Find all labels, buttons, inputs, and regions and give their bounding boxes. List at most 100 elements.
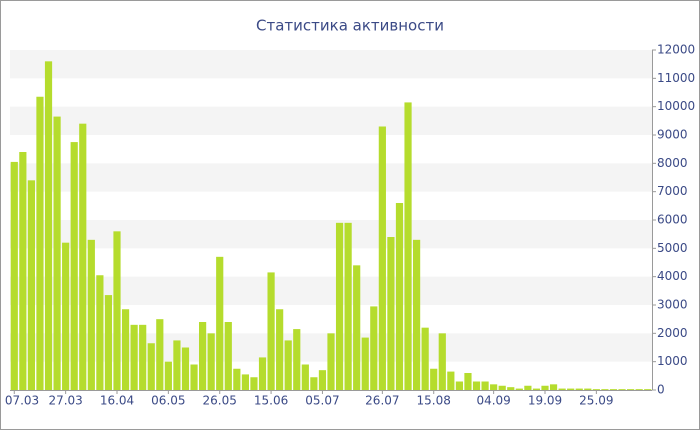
bar: [498, 385, 506, 390]
y-tick-label: 1000: [657, 354, 688, 368]
bar: [558, 388, 566, 390]
bar: [53, 116, 61, 390]
bar: [130, 324, 138, 390]
bar: [173, 340, 181, 390]
bar: [36, 96, 44, 390]
bar: [618, 389, 626, 390]
grid-band: [10, 163, 652, 192]
bar: [164, 361, 172, 390]
bar: [549, 384, 558, 390]
bar: [233, 368, 241, 390]
bar: [44, 61, 53, 390]
bar: [87, 239, 95, 390]
bar: [147, 343, 155, 390]
bar: [241, 374, 249, 390]
y-tick-label: 4000: [657, 269, 688, 283]
y-tick-label: 6000: [657, 213, 688, 227]
bar: [447, 371, 455, 390]
bar: [584, 388, 592, 390]
chart-title: Статистика активности: [256, 17, 444, 35]
bar: [541, 385, 549, 390]
bar: [335, 222, 344, 390]
bar: [378, 126, 386, 390]
grid-band: [10, 220, 652, 249]
x-tick-label: 15.06: [254, 394, 288, 408]
bar: [139, 324, 147, 390]
y-tick-label: 3000: [657, 298, 688, 312]
bar: [181, 347, 190, 390]
bar: [438, 333, 446, 390]
grid-band: [10, 50, 652, 79]
x-tick-label: 25.09: [579, 394, 613, 408]
bar: [344, 222, 352, 390]
bar: [301, 364, 309, 390]
bar: [361, 337, 369, 390]
y-tick-label: 0: [657, 383, 665, 397]
bar: [490, 384, 498, 390]
bar: [635, 389, 643, 390]
bar: [601, 389, 609, 390]
bar: [276, 309, 284, 390]
bar: [224, 322, 232, 390]
bar: [421, 327, 429, 390]
bar: [575, 388, 583, 390]
bar: [199, 322, 207, 390]
x-tick-label: 26.07: [365, 394, 399, 408]
bar: [96, 275, 104, 390]
bar: [27, 180, 35, 390]
bar: [515, 388, 523, 390]
bar: [258, 357, 267, 390]
bar: [567, 388, 575, 390]
bar: [79, 123, 87, 391]
bar: [207, 333, 215, 390]
y-tick-label: 10000: [657, 99, 695, 113]
bar: [62, 242, 70, 390]
bar: [216, 256, 224, 390]
bar: [327, 333, 335, 390]
bar: [10, 161, 18, 390]
y-tick-label: 2000: [657, 326, 688, 340]
y-tick-label: 9000: [657, 128, 688, 142]
bar: [430, 368, 438, 390]
bar: [19, 152, 27, 390]
x-tick-label: 06.05: [151, 394, 185, 408]
x-tick-label: 26.05: [203, 394, 237, 408]
grid-band: [10, 106, 652, 135]
y-tick-label: 12000: [657, 43, 695, 57]
bar: [395, 203, 404, 390]
x-tick-label: 07.03: [5, 394, 39, 408]
bar: [293, 329, 301, 390]
bar: [318, 370, 327, 390]
bar: [472, 381, 481, 390]
bar: [156, 319, 164, 390]
bar: [455, 381, 463, 390]
x-tick-label: 27.03: [48, 394, 82, 408]
y-tick-label: 7000: [657, 184, 688, 198]
bar: [644, 389, 652, 390]
bar: [413, 239, 421, 390]
bar: [267, 272, 275, 390]
bar: [104, 295, 113, 390]
bar: [121, 309, 130, 390]
x-tick-label: 15.08: [417, 394, 451, 408]
bar: [609, 389, 618, 390]
bar: [627, 389, 635, 390]
bar: [250, 377, 258, 390]
bar: [113, 231, 121, 390]
bar: [507, 387, 515, 390]
x-tick-label: 16.04: [100, 394, 134, 408]
x-tick-label: 05.07: [305, 394, 339, 408]
bar: [532, 388, 541, 390]
bar: [592, 389, 600, 390]
y-tick-label: 5000: [657, 241, 688, 255]
bar: [190, 364, 198, 390]
bar: [284, 340, 292, 390]
x-tick-label: 04.09: [476, 394, 510, 408]
bar: [370, 306, 378, 390]
bar: [481, 381, 489, 390]
bar: [70, 142, 78, 390]
bar: [310, 377, 318, 390]
bar: [387, 237, 395, 390]
bar: [464, 373, 472, 390]
